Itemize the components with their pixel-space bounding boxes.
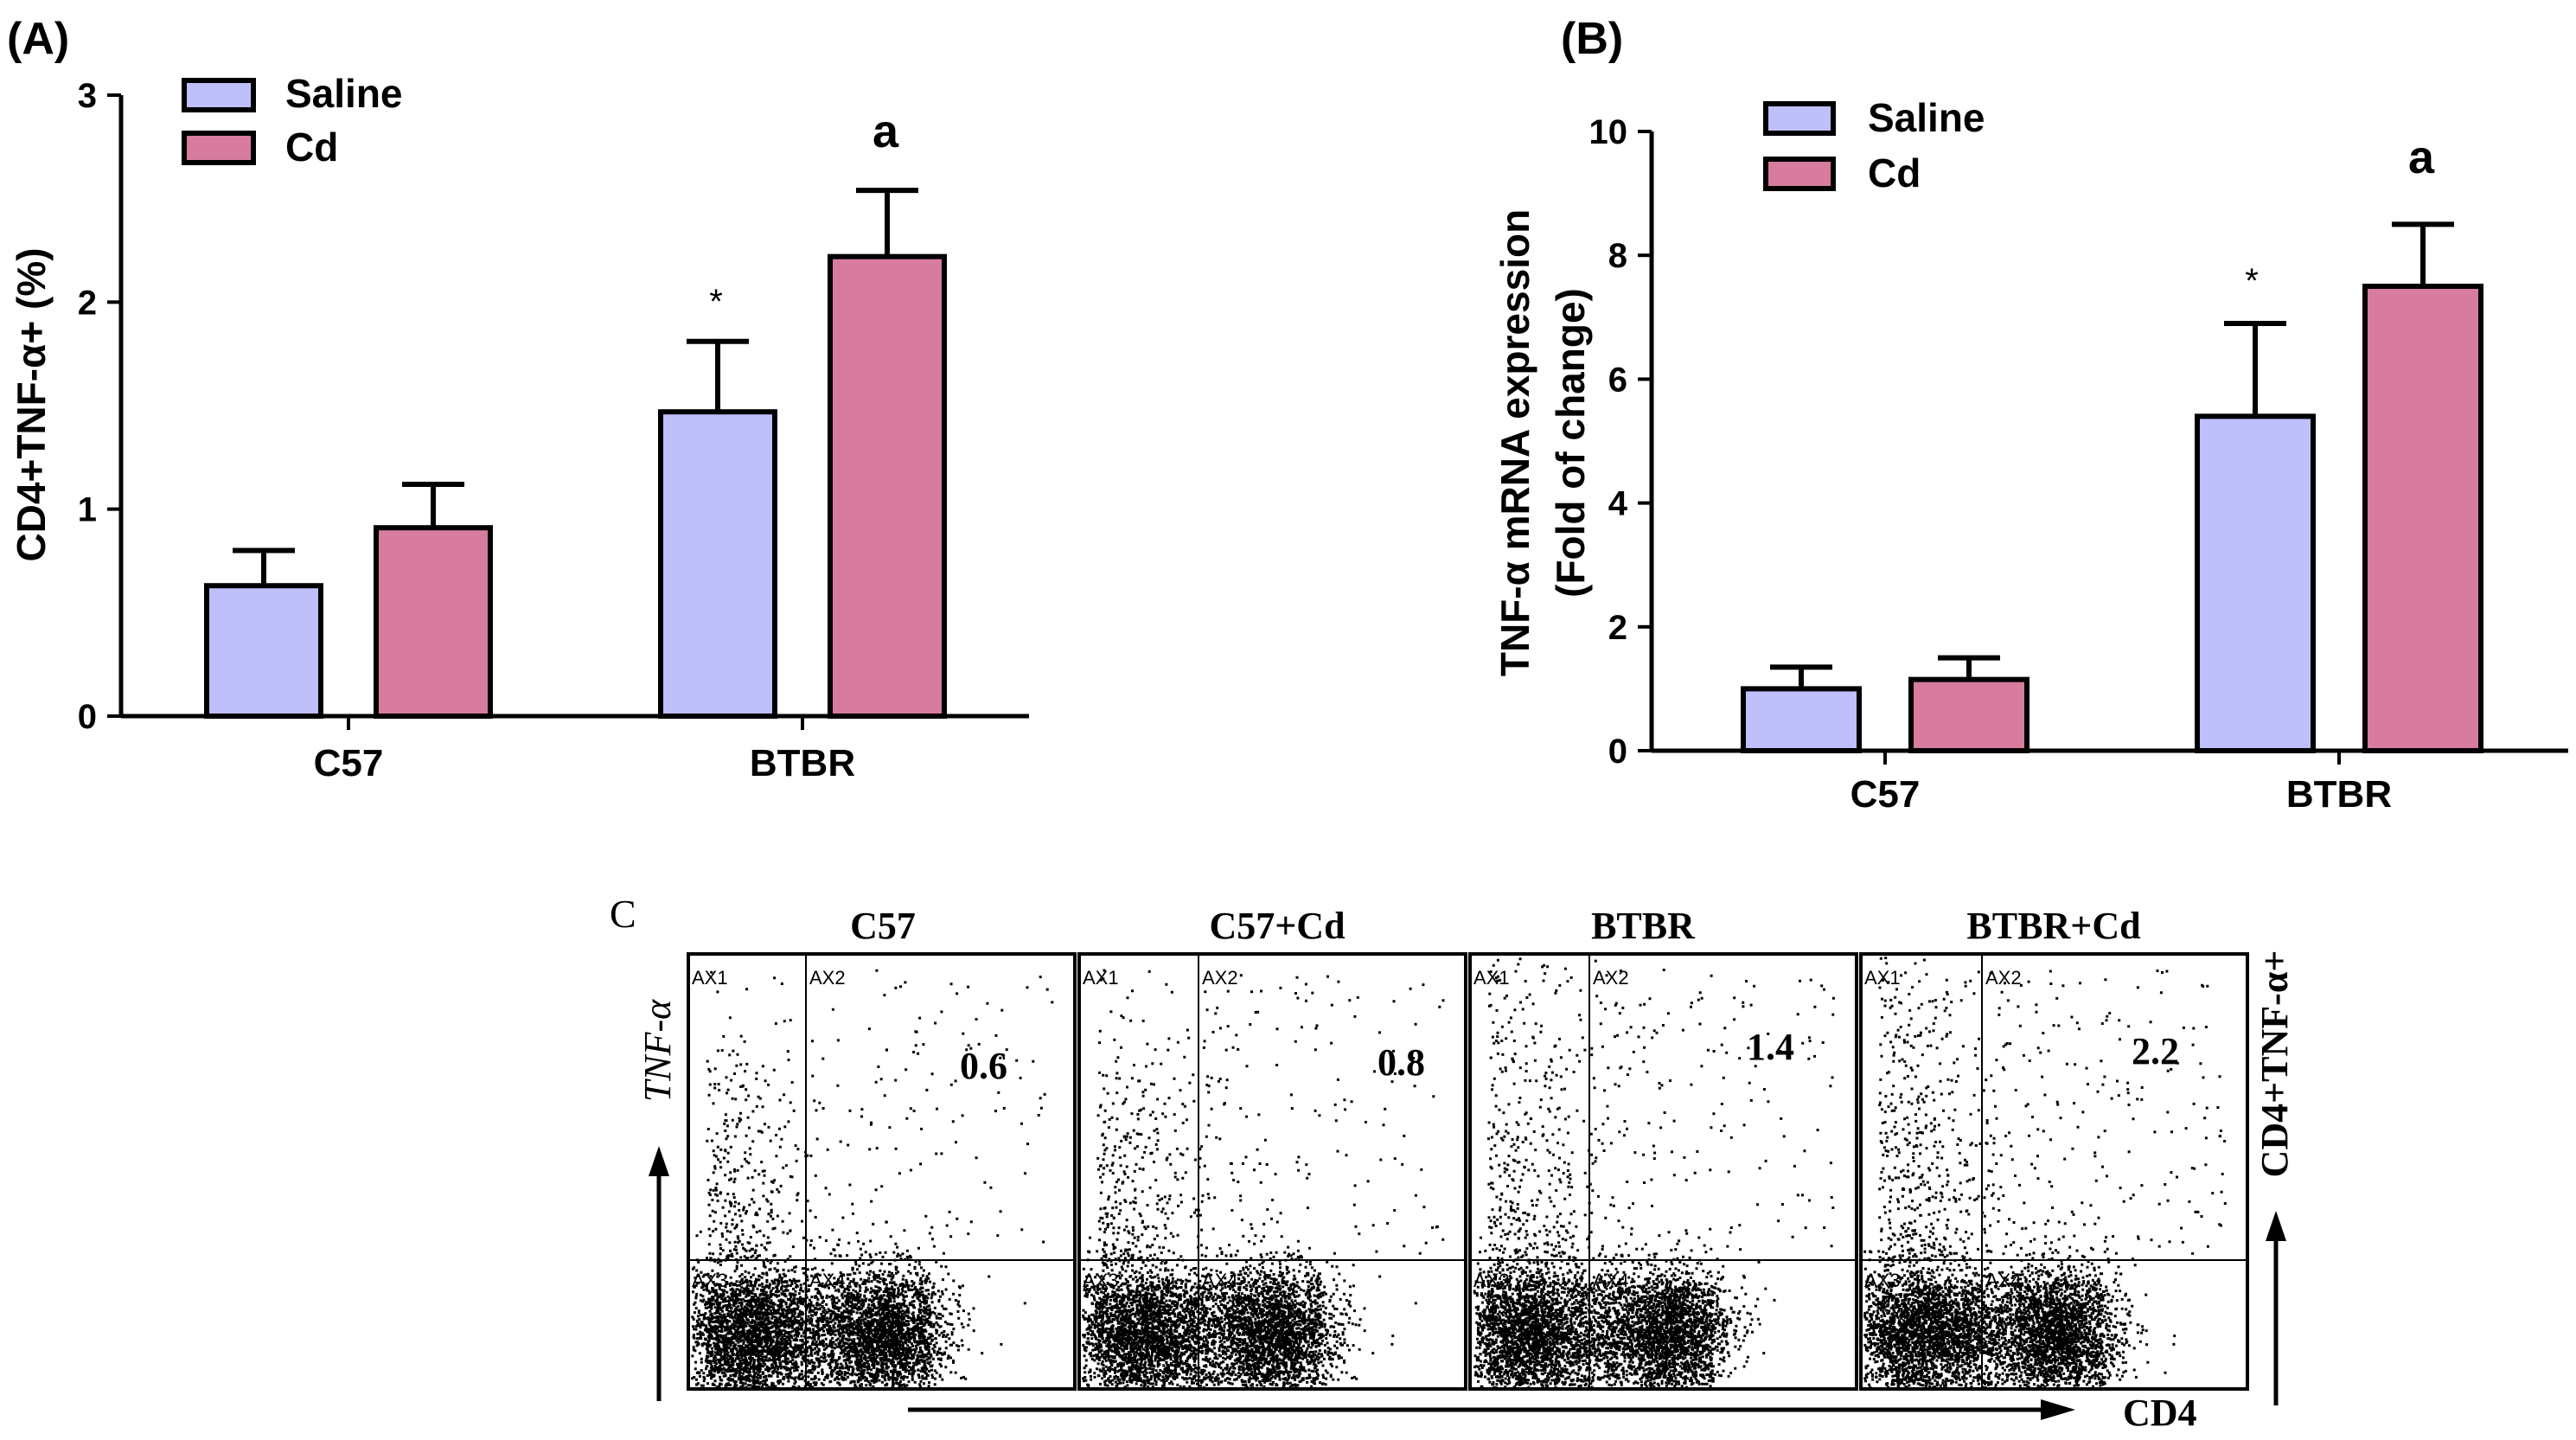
flow-x-axis-label: CD4 [2123, 1392, 2197, 1434]
panel-a-legend: Saline Cd [182, 71, 403, 170]
flow-gate-ax3: AX3 [692, 1270, 728, 1291]
panel-b-annotation-star: * [2245, 262, 2259, 300]
bar-saline-c57 [204, 583, 323, 719]
flow-plot-title: C57 [850, 905, 916, 947]
y-tick-label: 6 [1608, 361, 1627, 399]
flow-gate-ax1: AX1 [1083, 967, 1119, 989]
flow-gate-ax1: AX1 [1864, 967, 1901, 989]
flow-plot-dots [1473, 957, 1835, 1389]
flow-gate-ax2: AX2 [1593, 967, 1629, 989]
panel-a-annotation-a: a [873, 106, 899, 157]
panel-c: C TNF-α CD4 CD4+TNF-α+ C57 AX1 AX2 AX3 A… [610, 892, 2296, 1434]
flow-gate-ax2: AX2 [1985, 967, 2022, 989]
flow-plot-dots [1863, 957, 2227, 1389]
flow-plot-value: 1.4 [1747, 1026, 1794, 1068]
panel-a-cat-label-c57: C57 [314, 742, 384, 784]
flow-plot-title: C57+Cd [1209, 905, 1345, 947]
legend-swatch-cd [182, 131, 256, 165]
flow-gate-ax1: AX1 [692, 967, 728, 989]
flow-gate-ax3: AX3 [1473, 1270, 1510, 1291]
panel-b-legend: Saline Cd [1763, 95, 1985, 195]
legend-swatch-saline [182, 78, 256, 112]
panel-b-bars [1741, 221, 2483, 754]
panel-a-annotation-star: * [709, 283, 723, 321]
y-tick-label: 1 [78, 491, 97, 529]
y-tick-label: 2 [1608, 609, 1627, 647]
flow-gate-ax2: AX2 [1202, 967, 1238, 989]
bar-cd-btbr [2362, 284, 2483, 753]
flow-plot-dots [1082, 969, 1445, 1389]
y-tick-label: 8 [1608, 237, 1627, 275]
flow-plot-title: BTBR [1591, 905, 1696, 947]
legend-label-saline: Saline [285, 71, 403, 116]
panel-b-label: (B) [1561, 14, 1623, 64]
flow-plot-value: 0.6 [960, 1045, 1007, 1087]
flow-event-dots [1863, 957, 2227, 1389]
panel-a-cat-label-btbr: BTBR [750, 742, 855, 784]
panel-a-y-axis-label: CD4+TNF-α+ (%) [9, 247, 54, 561]
bar-cd-c57 [374, 525, 493, 719]
flow-gate-ax4: AX4 [809, 1270, 846, 1291]
y-tick-label: 3 [78, 77, 97, 115]
y-tick-label: 2 [78, 284, 97, 322]
flow-plot-c57-cd: C57+Cd AX1 AX2 AX3 AX4 0.8 [1077, 905, 1467, 1391]
flow-plot-btbr: BTBR AX1 AX2 AX3 AX4 1.4 [1468, 905, 1858, 1391]
flow-x-axis-arrowhead [2041, 1399, 2075, 1420]
flow-plot-dots [691, 969, 1054, 1389]
y-tick-label: 4 [1608, 485, 1628, 523]
panel-b-annotation-a: a [2408, 131, 2435, 183]
legend-label-saline: Saline [1868, 95, 1985, 140]
flow-y-axis-arrowhead [649, 1146, 669, 1176]
legend-swatch-saline [1763, 101, 1836, 136]
flow-event-dots [1082, 969, 1445, 1389]
bar-cd-btbr [828, 253, 947, 719]
flow-gate-ax4: AX4 [1985, 1270, 2022, 1291]
panel-b-y-axis-label-line1: TNF-α mRNA expression [1493, 209, 1537, 676]
bar-saline-c57 [1741, 686, 1862, 754]
flow-gate-ax4: AX4 [1593, 1270, 1629, 1291]
flow-event-dots [691, 969, 1054, 1389]
legend-label-cd: Cd [1868, 150, 1921, 195]
flow-gate-ax1: AX1 [1473, 967, 1510, 989]
panel-a-label: (A) [7, 14, 69, 64]
flow-plot-value: 0.8 [1377, 1041, 1425, 1084]
flow-gate-ax4: AX4 [1202, 1270, 1238, 1291]
legend-swatch-cd [1763, 157, 1836, 191]
y-tick-label: 10 [1589, 113, 1628, 151]
flow-plot-btbr-cd: BTBR+Cd AX1 AX2 AX3 AX4 2.2 [1859, 905, 2249, 1391]
flow-event-dots [1473, 957, 1835, 1389]
panel-b-y-axis-label-line2: (Fold of change) [1548, 288, 1593, 598]
y-tick-label: 0 [78, 698, 97, 736]
panel-c-label: C [610, 892, 636, 936]
flow-right-label: CD4+TNF-α+ [2253, 950, 2296, 1178]
panel-b: (B) TNF-α mRNA expression (Fold of chang… [1493, 14, 2568, 816]
flow-plot-title: BTBR+Cd [1966, 905, 2140, 947]
panel-b-cat-label-btbr: BTBR [2286, 773, 2392, 816]
bar-cd-c57 [1908, 676, 2029, 753]
flow-gate-ax3: AX3 [1083, 1270, 1119, 1291]
flow-right-arrowhead [2266, 1211, 2286, 1241]
flow-plot-value: 2.2 [2132, 1030, 2179, 1072]
panel-a-bars [204, 188, 947, 719]
flow-gate-ax3: AX3 [1864, 1270, 1901, 1291]
flow-plot-c57: C57 AX1 AX2 AX3 AX4 0.6 [687, 905, 1077, 1391]
legend-label-cd: Cd [285, 125, 338, 170]
flow-y-axis-label: TNF-α [636, 999, 679, 1102]
bar-saline-btbr [2195, 413, 2316, 753]
bar-saline-btbr [658, 409, 777, 719]
flow-gate-ax2: AX2 [809, 967, 846, 989]
y-tick-label: 0 [1608, 733, 1627, 771]
panel-b-cat-label-c57: C57 [1851, 773, 1921, 816]
panel-a: (A) CD4+TNF-α+ (%) 0 1 2 3 Saline Cd C57 BT… [7, 14, 1029, 784]
